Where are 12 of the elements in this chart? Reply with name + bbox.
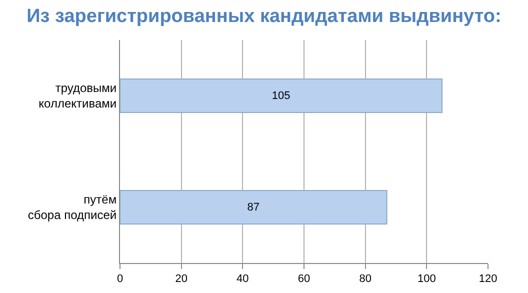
x-tick-label: 20 — [175, 273, 188, 286]
x-tick-label: 60 — [298, 273, 310, 286]
x-tick-label: 120 — [478, 273, 498, 286]
y-tick-label: трудовыми коллективами — [38, 81, 117, 111]
x-tick-label: 0 — [116, 273, 124, 286]
x-tick-label: 100 — [417, 273, 436, 286]
data-label: 87 — [247, 201, 260, 214]
x-tick-label: 80 — [359, 273, 372, 286]
y-tick-label: путём сбора подписей — [28, 192, 117, 222]
data-label: 105 — [272, 90, 290, 102]
chart-title: Из зарегистрированных кандидатами выдвинуто: — [26, 6, 502, 28]
x-tick-label: 40 — [236, 273, 249, 286]
